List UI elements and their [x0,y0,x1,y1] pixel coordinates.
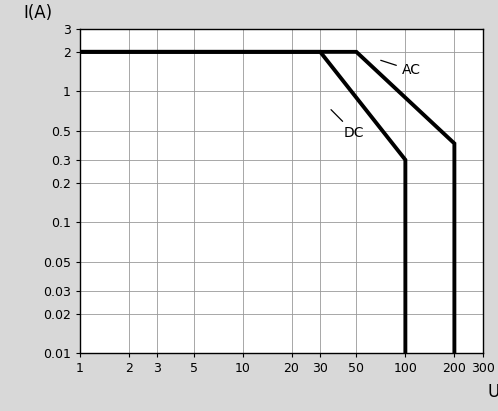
Text: U(V): U(V) [487,383,498,401]
Text: I(A): I(A) [23,4,52,22]
Text: AC: AC [381,60,421,77]
Text: DC: DC [331,110,365,140]
